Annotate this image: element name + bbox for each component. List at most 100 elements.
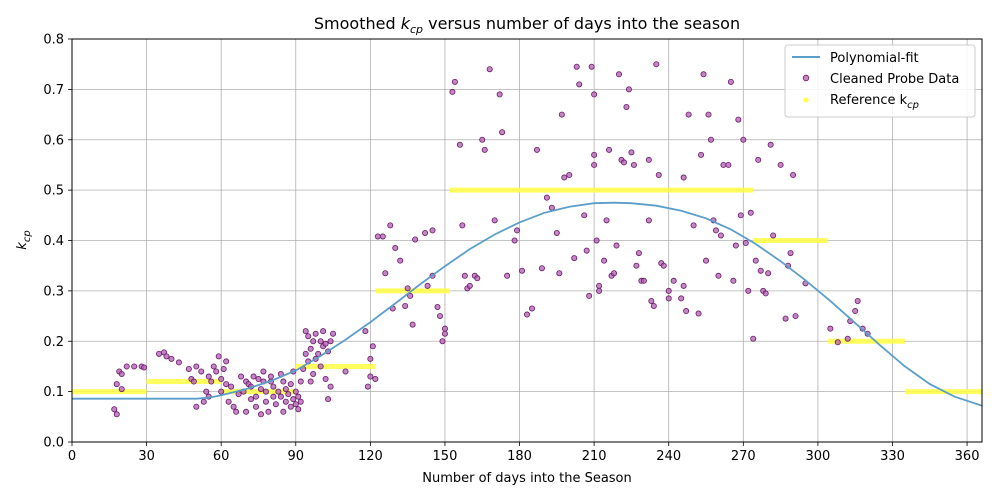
probe-data-point	[732, 242, 739, 249]
probe-data-point	[827, 325, 834, 332]
probe-data-point	[382, 270, 389, 277]
y-tick-label: 0.8	[43, 33, 64, 48]
probe-data-point	[265, 408, 272, 415]
probe-data-point	[591, 91, 598, 98]
probe-data-point	[215, 353, 222, 360]
probe-data-point	[742, 240, 749, 247]
probe-data-point	[613, 242, 620, 249]
probe-data-point	[543, 194, 550, 201]
probe-data-point	[141, 364, 148, 371]
probe-data-point	[235, 391, 242, 398]
probe-data-point	[680, 174, 687, 181]
probe-data-point	[648, 297, 655, 304]
legend-label-probe: Cleaned Probe Data	[830, 72, 959, 87]
probe-data-point	[118, 370, 125, 377]
x-tick-label: 60	[213, 449, 230, 464]
probe-data-point	[852, 308, 859, 315]
probe-data-point	[302, 328, 309, 335]
probe-data-point	[282, 398, 289, 405]
probe-data-point	[439, 338, 446, 345]
probe-data-point	[695, 310, 702, 317]
probe-data-point	[628, 149, 635, 156]
x-tick-label: 270	[731, 449, 756, 464]
probe-data-point	[255, 376, 262, 383]
probe-data-point	[113, 411, 120, 418]
probe-data-point	[168, 355, 175, 362]
probe-data-point	[297, 398, 304, 405]
probe-data-point	[581, 212, 588, 219]
probe-data-point	[290, 396, 297, 403]
probe-data-point	[588, 63, 595, 70]
probe-data-point	[163, 353, 170, 360]
probe-data-point	[735, 116, 742, 123]
probe-data-point	[280, 408, 287, 415]
probe-data-point	[223, 358, 230, 365]
probe-data-point	[767, 141, 774, 148]
y-axis-label: kcp	[15, 230, 33, 249]
probe-data-point	[790, 172, 797, 179]
probe-data-point	[700, 71, 707, 78]
probe-data-point	[250, 373, 257, 380]
probe-data-point	[287, 381, 294, 388]
probe-data-point	[267, 373, 274, 380]
probe-data-point	[511, 237, 518, 244]
probe-data-point	[282, 386, 289, 393]
probe-data-point	[295, 406, 302, 413]
probe-data-point	[533, 146, 540, 153]
probe-data-point	[538, 265, 545, 272]
axis-ticks: 0 30 60 90 120 150 180 210 240 270 300 330 360 0.0 0.1…	[43, 33, 979, 465]
probe-data-point	[690, 222, 697, 229]
x-tick-label: 150	[433, 449, 458, 464]
probe-data-point	[193, 403, 200, 410]
probe-data-point	[113, 381, 120, 388]
probe-data-point	[320, 328, 327, 335]
probe-data-point	[407, 292, 414, 299]
x-tick-label: 120	[358, 449, 383, 464]
probe-data-point	[238, 373, 245, 380]
probe-data-point	[596, 282, 603, 289]
probe-data-point	[757, 267, 764, 274]
y-tick-label: 0.0	[43, 436, 64, 451]
probe-data-point	[777, 161, 784, 168]
probe-data-point	[369, 343, 376, 350]
probe-data-point	[548, 204, 555, 211]
probe-data-point	[630, 161, 637, 168]
probe-data-point	[175, 359, 182, 366]
polynomial-fit-series	[72, 201, 983, 407]
y-tick-label: 0.6	[43, 133, 64, 148]
probe-data-point	[665, 287, 672, 294]
probe-data-point	[765, 270, 772, 277]
probe-data-point	[292, 388, 299, 395]
chart-title: Smoothed kcp versus number of days into …	[314, 14, 740, 36]
probe-data-point	[715, 272, 722, 279]
probe-data-point	[307, 345, 314, 352]
probe-data-point	[586, 292, 593, 299]
probe-data-point	[606, 146, 613, 153]
probe-data-point	[660, 262, 667, 269]
legend: Polynomial-fit Cleaned Probe Data Refere…	[784, 44, 976, 118]
x-tick-label: 30	[138, 449, 155, 464]
y-tick-label: 0.7	[43, 83, 64, 98]
probe-data-point	[683, 308, 690, 315]
probe-data-point	[203, 388, 210, 395]
probe-data-point	[228, 383, 235, 390]
probe-data-point	[208, 378, 215, 385]
probe-data-point	[571, 255, 578, 262]
y-tick-label: 0.5	[43, 184, 64, 199]
probe-data-point	[558, 111, 565, 118]
probe-data-point	[295, 393, 302, 400]
probe-data-point	[653, 61, 660, 68]
probe-data-point	[496, 91, 503, 98]
x-tick-label: 210	[582, 449, 607, 464]
x-tick-label: 360	[955, 449, 980, 464]
probe-data-point	[698, 151, 705, 158]
y-tick-label: 0.1	[43, 385, 64, 400]
probe-data-point	[302, 350, 309, 357]
probe-data-point	[466, 282, 473, 289]
probe-data-point	[727, 78, 734, 85]
x-tick-label: 180	[507, 449, 532, 464]
probe-data-point	[514, 227, 521, 234]
probe-data-point	[486, 66, 493, 73]
probe-data-point	[260, 368, 267, 375]
probe-data-point	[678, 295, 685, 302]
